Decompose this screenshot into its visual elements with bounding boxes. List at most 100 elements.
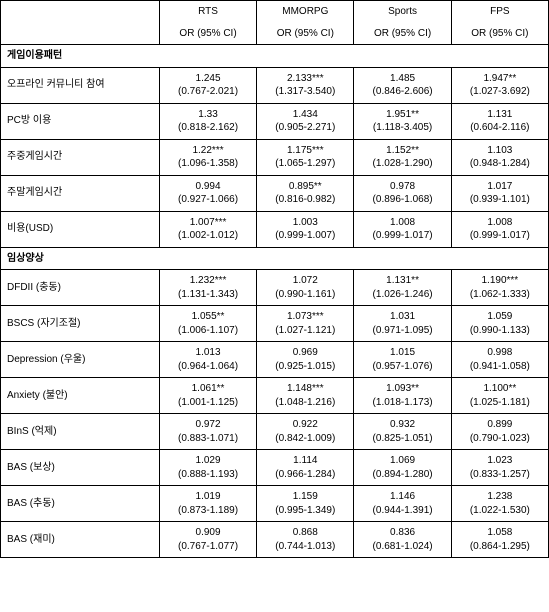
value-cell: 1.058(0.864-1.295) — [451, 522, 548, 558]
ci-value: (0.999-1.017) — [458, 229, 542, 243]
table-row: DFDII (충동)1.232***(1.131-1.343)1.072(0.9… — [1, 270, 549, 306]
ci-value: (0.818-2.162) — [166, 121, 250, 135]
ci-value: (0.896-1.068) — [360, 193, 444, 207]
ci-value: (1.006-1.107) — [166, 324, 250, 338]
ci-value: (0.927-1.066) — [166, 193, 250, 207]
or-value: 1.245 — [166, 72, 250, 86]
table-row: Depression (우울)1.013(0.964-1.064)0.969(0… — [1, 342, 549, 378]
or-value: 1.019 — [166, 490, 250, 504]
or-value: 1.031 — [360, 310, 444, 324]
ci-value: (0.883-1.071) — [166, 432, 250, 446]
value-cell: 1.093**(1.018-1.173) — [354, 378, 451, 414]
value-cell: 1.33(0.818-2.162) — [159, 103, 256, 139]
or-value: 1.159 — [263, 490, 347, 504]
value-cell: 0.969(0.925-1.015) — [257, 342, 354, 378]
value-cell: 1.951**(1.118-3.405) — [354, 103, 451, 139]
value-cell: 1.013(0.964-1.064) — [159, 342, 256, 378]
row-label: 주중게임시간 — [1, 139, 160, 175]
ci-value: (0.894-1.280) — [360, 468, 444, 482]
ci-value: (1.022-1.530) — [458, 504, 542, 518]
ci-value: (0.995-1.349) — [263, 504, 347, 518]
or-value: 0.909 — [166, 526, 250, 540]
value-cell: 0.972(0.883-1.071) — [159, 414, 256, 450]
ci-value: (0.873-1.189) — [166, 504, 250, 518]
value-cell: 1.007***(1.002-1.012) — [159, 211, 256, 247]
ci-value: (0.957-1.076) — [360, 360, 444, 374]
or-value: 1.951** — [360, 108, 444, 122]
ci-value: (0.864-1.295) — [458, 540, 542, 554]
or-value: 1.146 — [360, 490, 444, 504]
table-row: 주말게임시간0.994(0.927-1.066)0.895**(0.816-0.… — [1, 175, 549, 211]
ci-value: (0.964-1.064) — [166, 360, 250, 374]
value-cell: 1.029(0.888-1.193) — [159, 450, 256, 486]
ci-value: (0.825-1.051) — [360, 432, 444, 446]
ci-value: (1.317-3.540) — [263, 85, 347, 99]
value-cell: 1.061**(1.001-1.125) — [159, 378, 256, 414]
or-value: 0.895** — [263, 180, 347, 194]
or-value: 1.007*** — [166, 216, 250, 230]
col-header-sports: Sports — [354, 1, 451, 23]
or-value: 1.103 — [458, 144, 542, 158]
or-value: 1.059 — [458, 310, 542, 324]
or-value: 0.994 — [166, 180, 250, 194]
or-value: 1.148*** — [263, 382, 347, 396]
or-value: 1.058 — [458, 526, 542, 540]
row-label: PC방 이용 — [1, 103, 160, 139]
or-value: 0.969 — [263, 346, 347, 360]
ci-value: (0.966-1.284) — [263, 468, 347, 482]
or-value: 1.093** — [360, 382, 444, 396]
table-row: 오프라인 커뮤니티 참여1.245(0.767-2.021)2.133***(1… — [1, 67, 549, 103]
or-value: 1.069 — [360, 454, 444, 468]
ci-value: (1.096-1.358) — [166, 157, 250, 171]
row-label: BInS (억제) — [1, 414, 160, 450]
or-value: 1.073*** — [263, 310, 347, 324]
or-value: 1.434 — [263, 108, 347, 122]
ci-value: (0.941-1.058) — [458, 360, 542, 374]
row-label: BSCS (자기조절) — [1, 306, 160, 342]
ci-value: (0.816-0.982) — [263, 193, 347, 207]
ci-value: (0.999-1.017) — [360, 229, 444, 243]
sub-rts: OR (95% CI) — [159, 23, 256, 45]
ci-value: (0.842-1.009) — [263, 432, 347, 446]
table-header-row-1: RTS MMORPG Sports FPS — [1, 1, 549, 23]
section-header-row: 게임이용패턴 — [1, 45, 549, 68]
ci-value: (1.026-1.246) — [360, 288, 444, 302]
ci-value: (1.131-1.343) — [166, 288, 250, 302]
value-cell: 2.133***(1.317-3.540) — [257, 67, 354, 103]
section-header-row: 임상양상 — [1, 247, 549, 270]
ci-value: (1.028-1.290) — [360, 157, 444, 171]
or-value: 1.013 — [166, 346, 250, 360]
value-cell: 1.175***(1.065-1.297) — [257, 139, 354, 175]
value-cell: 0.836(0.681-1.024) — [354, 522, 451, 558]
ci-value: (0.944-1.391) — [360, 504, 444, 518]
value-cell: 1.031(0.971-1.095) — [354, 306, 451, 342]
header-blank — [1, 1, 160, 45]
value-cell: 0.895**(0.816-0.982) — [257, 175, 354, 211]
ci-value: (0.833-1.257) — [458, 468, 542, 482]
ci-value: (1.001-1.125) — [166, 396, 250, 410]
section-title: 임상양상 — [1, 247, 549, 270]
value-cell: 1.159(0.995-1.349) — [257, 486, 354, 522]
ci-value: (0.888-1.193) — [166, 468, 250, 482]
or-value: 1.114 — [263, 454, 347, 468]
value-cell: 1.059(0.990-1.133) — [451, 306, 548, 342]
or-value: 1.485 — [360, 72, 444, 86]
value-cell: 1.055**(1.006-1.107) — [159, 306, 256, 342]
or-value: 1.131 — [458, 108, 542, 122]
ci-value: (1.048-1.216) — [263, 396, 347, 410]
ci-value: (0.999-1.007) — [263, 229, 347, 243]
ci-value: (0.744-1.013) — [263, 540, 347, 554]
value-cell: 1.190***(1.062-1.333) — [451, 270, 548, 306]
table-row: 주중게임시간1.22***(1.096-1.358)1.175***(1.065… — [1, 139, 549, 175]
row-label: BAS (보상) — [1, 450, 160, 486]
section-title: 게임이용패턴 — [1, 45, 549, 68]
value-cell: 1.152**(1.028-1.290) — [354, 139, 451, 175]
table-row: BAS (추동)1.019(0.873-1.189)1.159(0.995-1.… — [1, 486, 549, 522]
ci-value: (1.118-3.405) — [360, 121, 444, 135]
table-row: BAS (재미)0.909(0.767-1.077)0.868(0.744-1.… — [1, 522, 549, 558]
ci-value: (0.767-1.077) — [166, 540, 250, 554]
or-value: 0.972 — [166, 418, 250, 432]
or-value: 1.015 — [360, 346, 444, 360]
value-cell: 1.114(0.966-1.284) — [257, 450, 354, 486]
value-cell: 0.932(0.825-1.051) — [354, 414, 451, 450]
